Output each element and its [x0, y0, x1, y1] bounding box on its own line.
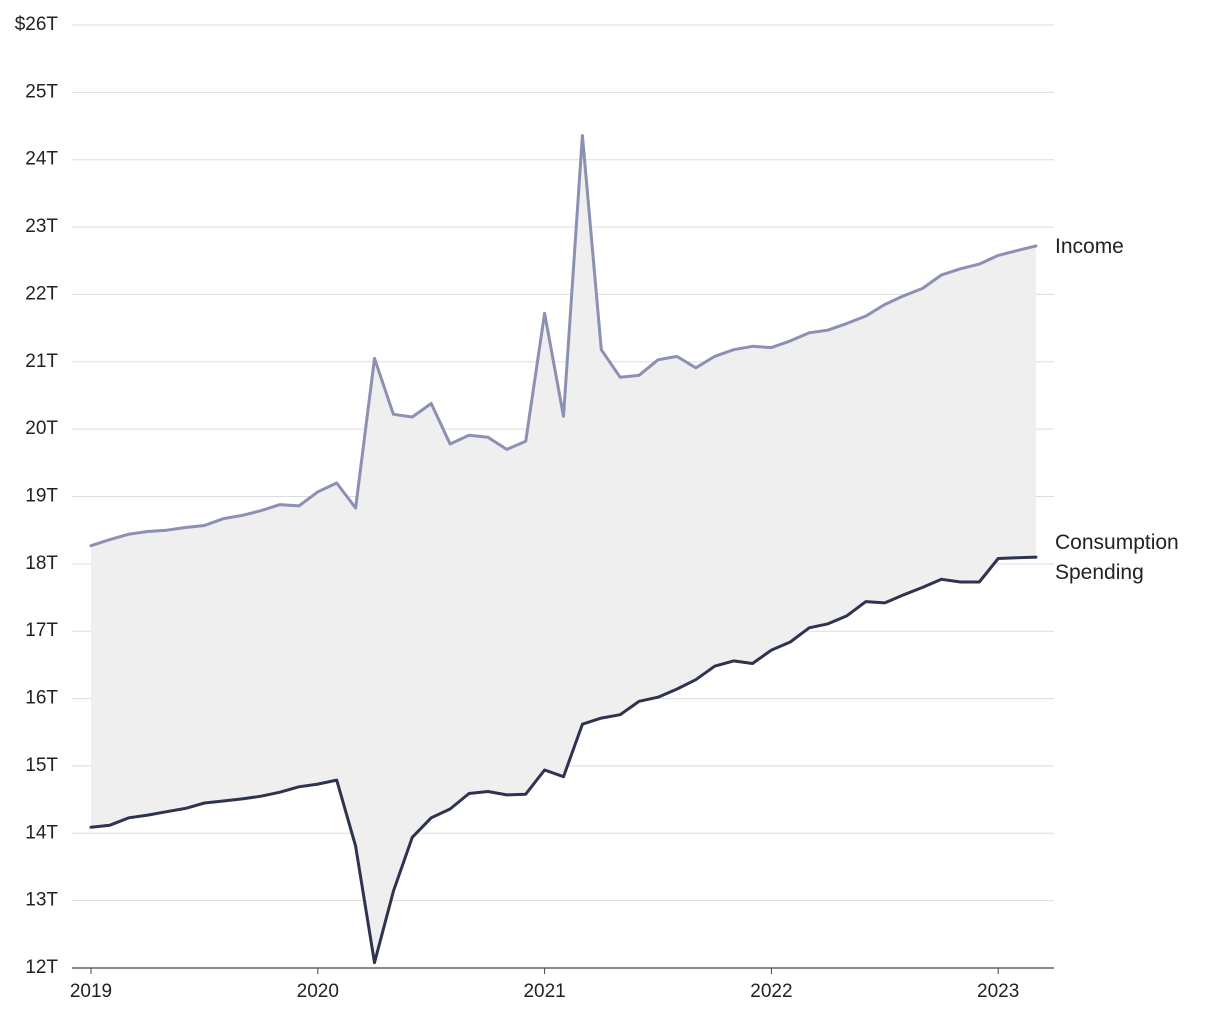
y-tick-label: 23T	[25, 216, 58, 237]
series-label: Consumption	[1055, 531, 1179, 554]
y-tick-label: 21T	[25, 351, 58, 372]
series-lines	[89, 134, 1038, 965]
y-tick-label: 14T	[25, 822, 58, 843]
x-tick-label: 2023	[977, 981, 1019, 1002]
series-line-income	[89, 134, 1038, 548]
y-tick-label: 25T	[25, 81, 58, 102]
x-axis-tick-labels: 2019 2020 2021 2022 2023	[70, 981, 1019, 1002]
y-tick-label: 22T	[25, 283, 58, 304]
y-axis-tick-labels: 12T 13T 14T 15T 16T 17T 18T 19T 20T 21T 22T 23T 24T 2…	[15, 14, 59, 978]
y-tick-label: 15T	[25, 755, 58, 776]
series-label: Income	[1055, 235, 1124, 258]
series-label: Spending	[1055, 561, 1144, 584]
x-tick-label: 2022	[750, 981, 792, 1002]
series-labels: Income Consumption Spending	[1055, 235, 1179, 584]
y-tick-label: $26T	[15, 14, 59, 35]
x-tick-label: 2019	[70, 981, 112, 1002]
y-tick-label: 16T	[25, 688, 58, 709]
y-tick-label: 18T	[25, 553, 58, 574]
y-tick-label: 13T	[25, 890, 58, 911]
x-axis-ticks	[90, 968, 999, 974]
gap-shaded-area	[91, 135, 1036, 963]
y-tick-label: 12T	[25, 957, 58, 978]
y-tick-label: 17T	[25, 620, 58, 641]
x-tick-label: 2020	[297, 981, 339, 1002]
y-tick-label: 19T	[25, 486, 58, 507]
y-tick-label: 20T	[25, 418, 58, 439]
y-tick-label: 24T	[25, 149, 58, 170]
series-line-consumption-spending	[89, 555, 1038, 965]
x-tick-label: 2021	[523, 981, 565, 1002]
